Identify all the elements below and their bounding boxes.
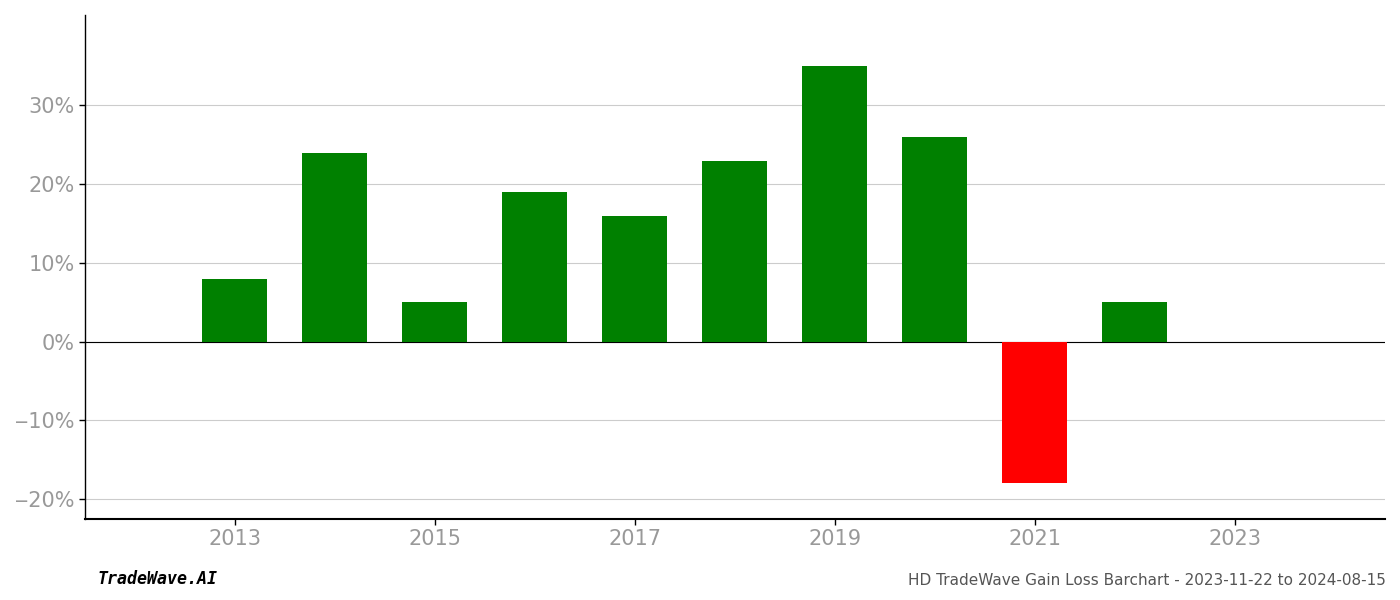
Bar [203,278,267,341]
Bar [802,66,868,341]
Text: TradeWave.AI: TradeWave.AI [98,570,218,588]
Bar [1102,302,1168,341]
Bar [1002,341,1067,483]
Bar [703,161,767,341]
Bar [402,302,468,341]
Text: HD TradeWave Gain Loss Barchart - 2023-11-22 to 2024-08-15: HD TradeWave Gain Loss Barchart - 2023-1… [909,573,1386,588]
Bar [602,215,668,341]
Bar [302,152,367,341]
Bar [503,192,567,341]
Bar [903,137,967,341]
